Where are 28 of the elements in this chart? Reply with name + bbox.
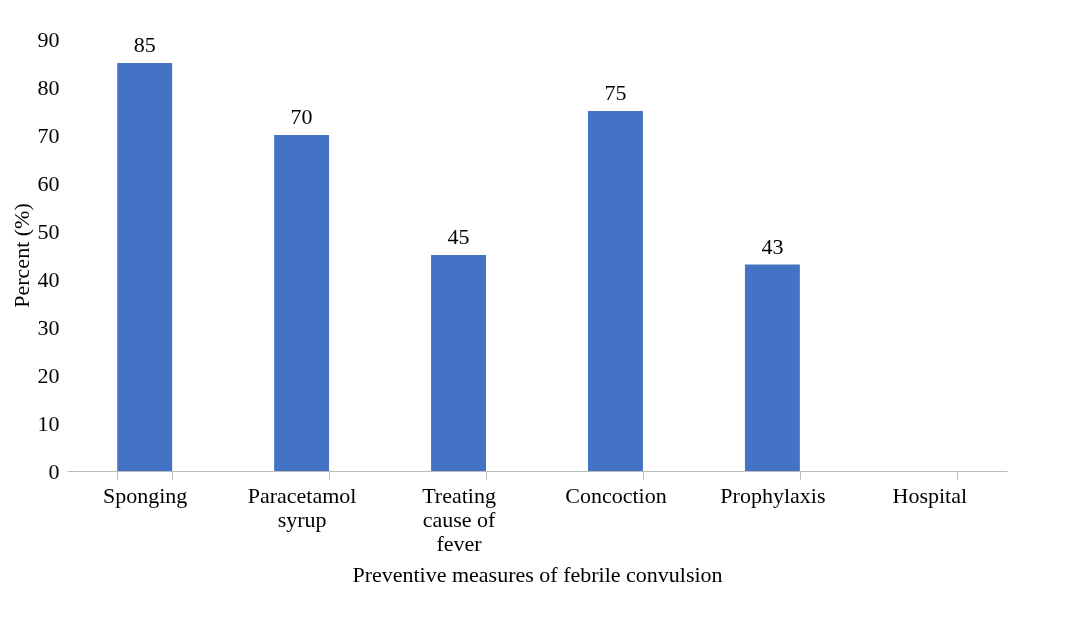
x-tick-label: Prophylaxis	[720, 482, 826, 508]
y-tick-label: 60	[37, 170, 60, 196]
x-tick-label: Concoction	[565, 482, 667, 508]
x-tick-label: Sponging	[103, 482, 188, 508]
x-tick-label: Treating cause of fever	[422, 482, 497, 556]
data-label: 70	[290, 104, 313, 129]
y-tick-label: 80	[37, 74, 60, 100]
y-tick-label: 40	[37, 266, 60, 292]
y-tick-label: 90	[37, 26, 60, 52]
data-label: 75	[604, 80, 627, 105]
bar	[274, 135, 330, 471]
y-axis-title: Percent (%)	[8, 203, 34, 308]
data-label: 85	[133, 32, 156, 57]
x-tick-label: Hospital	[892, 482, 968, 508]
y-tick-label: 30	[37, 314, 60, 340]
bar	[744, 264, 800, 471]
y-tick-label: 20	[37, 362, 60, 388]
y-tick-label: 10	[37, 410, 60, 436]
x-tick-label: Paracetamol syrup	[247, 482, 357, 532]
y-tick-label: 0	[48, 458, 60, 484]
bar	[117, 63, 173, 471]
y-tick-label: 70	[37, 122, 60, 148]
bar	[431, 255, 486, 471]
y-tick-label: 50	[37, 218, 60, 244]
bar	[588, 111, 643, 471]
data-label: 45	[447, 224, 470, 249]
x-axis-title: Preventive measures of febrile convulsion	[352, 561, 723, 587]
data-label: 43	[761, 233, 784, 259]
